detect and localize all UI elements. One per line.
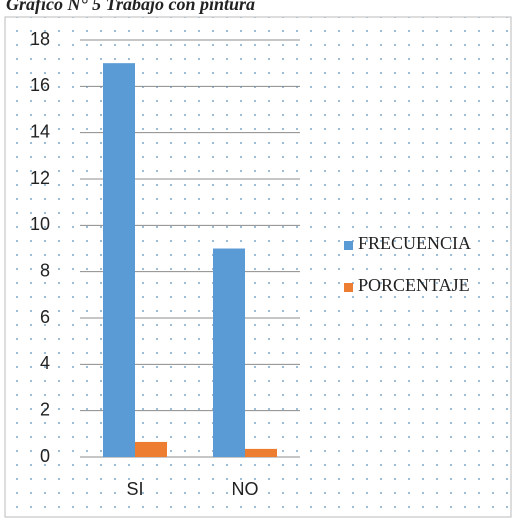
y-tick-label: 2 xyxy=(40,399,50,419)
bar xyxy=(245,448,277,457)
x-tick-label: NO xyxy=(232,479,259,499)
chart-area xyxy=(4,16,512,518)
y-tick-label: 14 xyxy=(30,121,50,141)
bar xyxy=(135,441,167,457)
y-tick-label: 18 xyxy=(30,29,50,49)
y-tick-label: 6 xyxy=(40,307,50,327)
y-tick-label: 0 xyxy=(40,446,50,466)
bar xyxy=(103,63,135,458)
legend-swatch xyxy=(344,283,353,292)
y-tick-label: 8 xyxy=(40,260,50,280)
bar xyxy=(213,248,245,457)
legend-swatch xyxy=(344,241,353,250)
chart-title: Gráfico N° 5 Trabajo con pintura xyxy=(6,0,255,14)
y-tick-label: 4 xyxy=(40,353,50,373)
y-tick-label: 16 xyxy=(30,75,50,95)
legend-label: PORCENTAJE xyxy=(358,275,470,295)
y-tick-label: 12 xyxy=(30,168,50,188)
legend-label: FRECUENCIA xyxy=(358,233,471,253)
x-tick-label: SI xyxy=(126,479,143,499)
y-tick-label: 10 xyxy=(30,214,50,234)
